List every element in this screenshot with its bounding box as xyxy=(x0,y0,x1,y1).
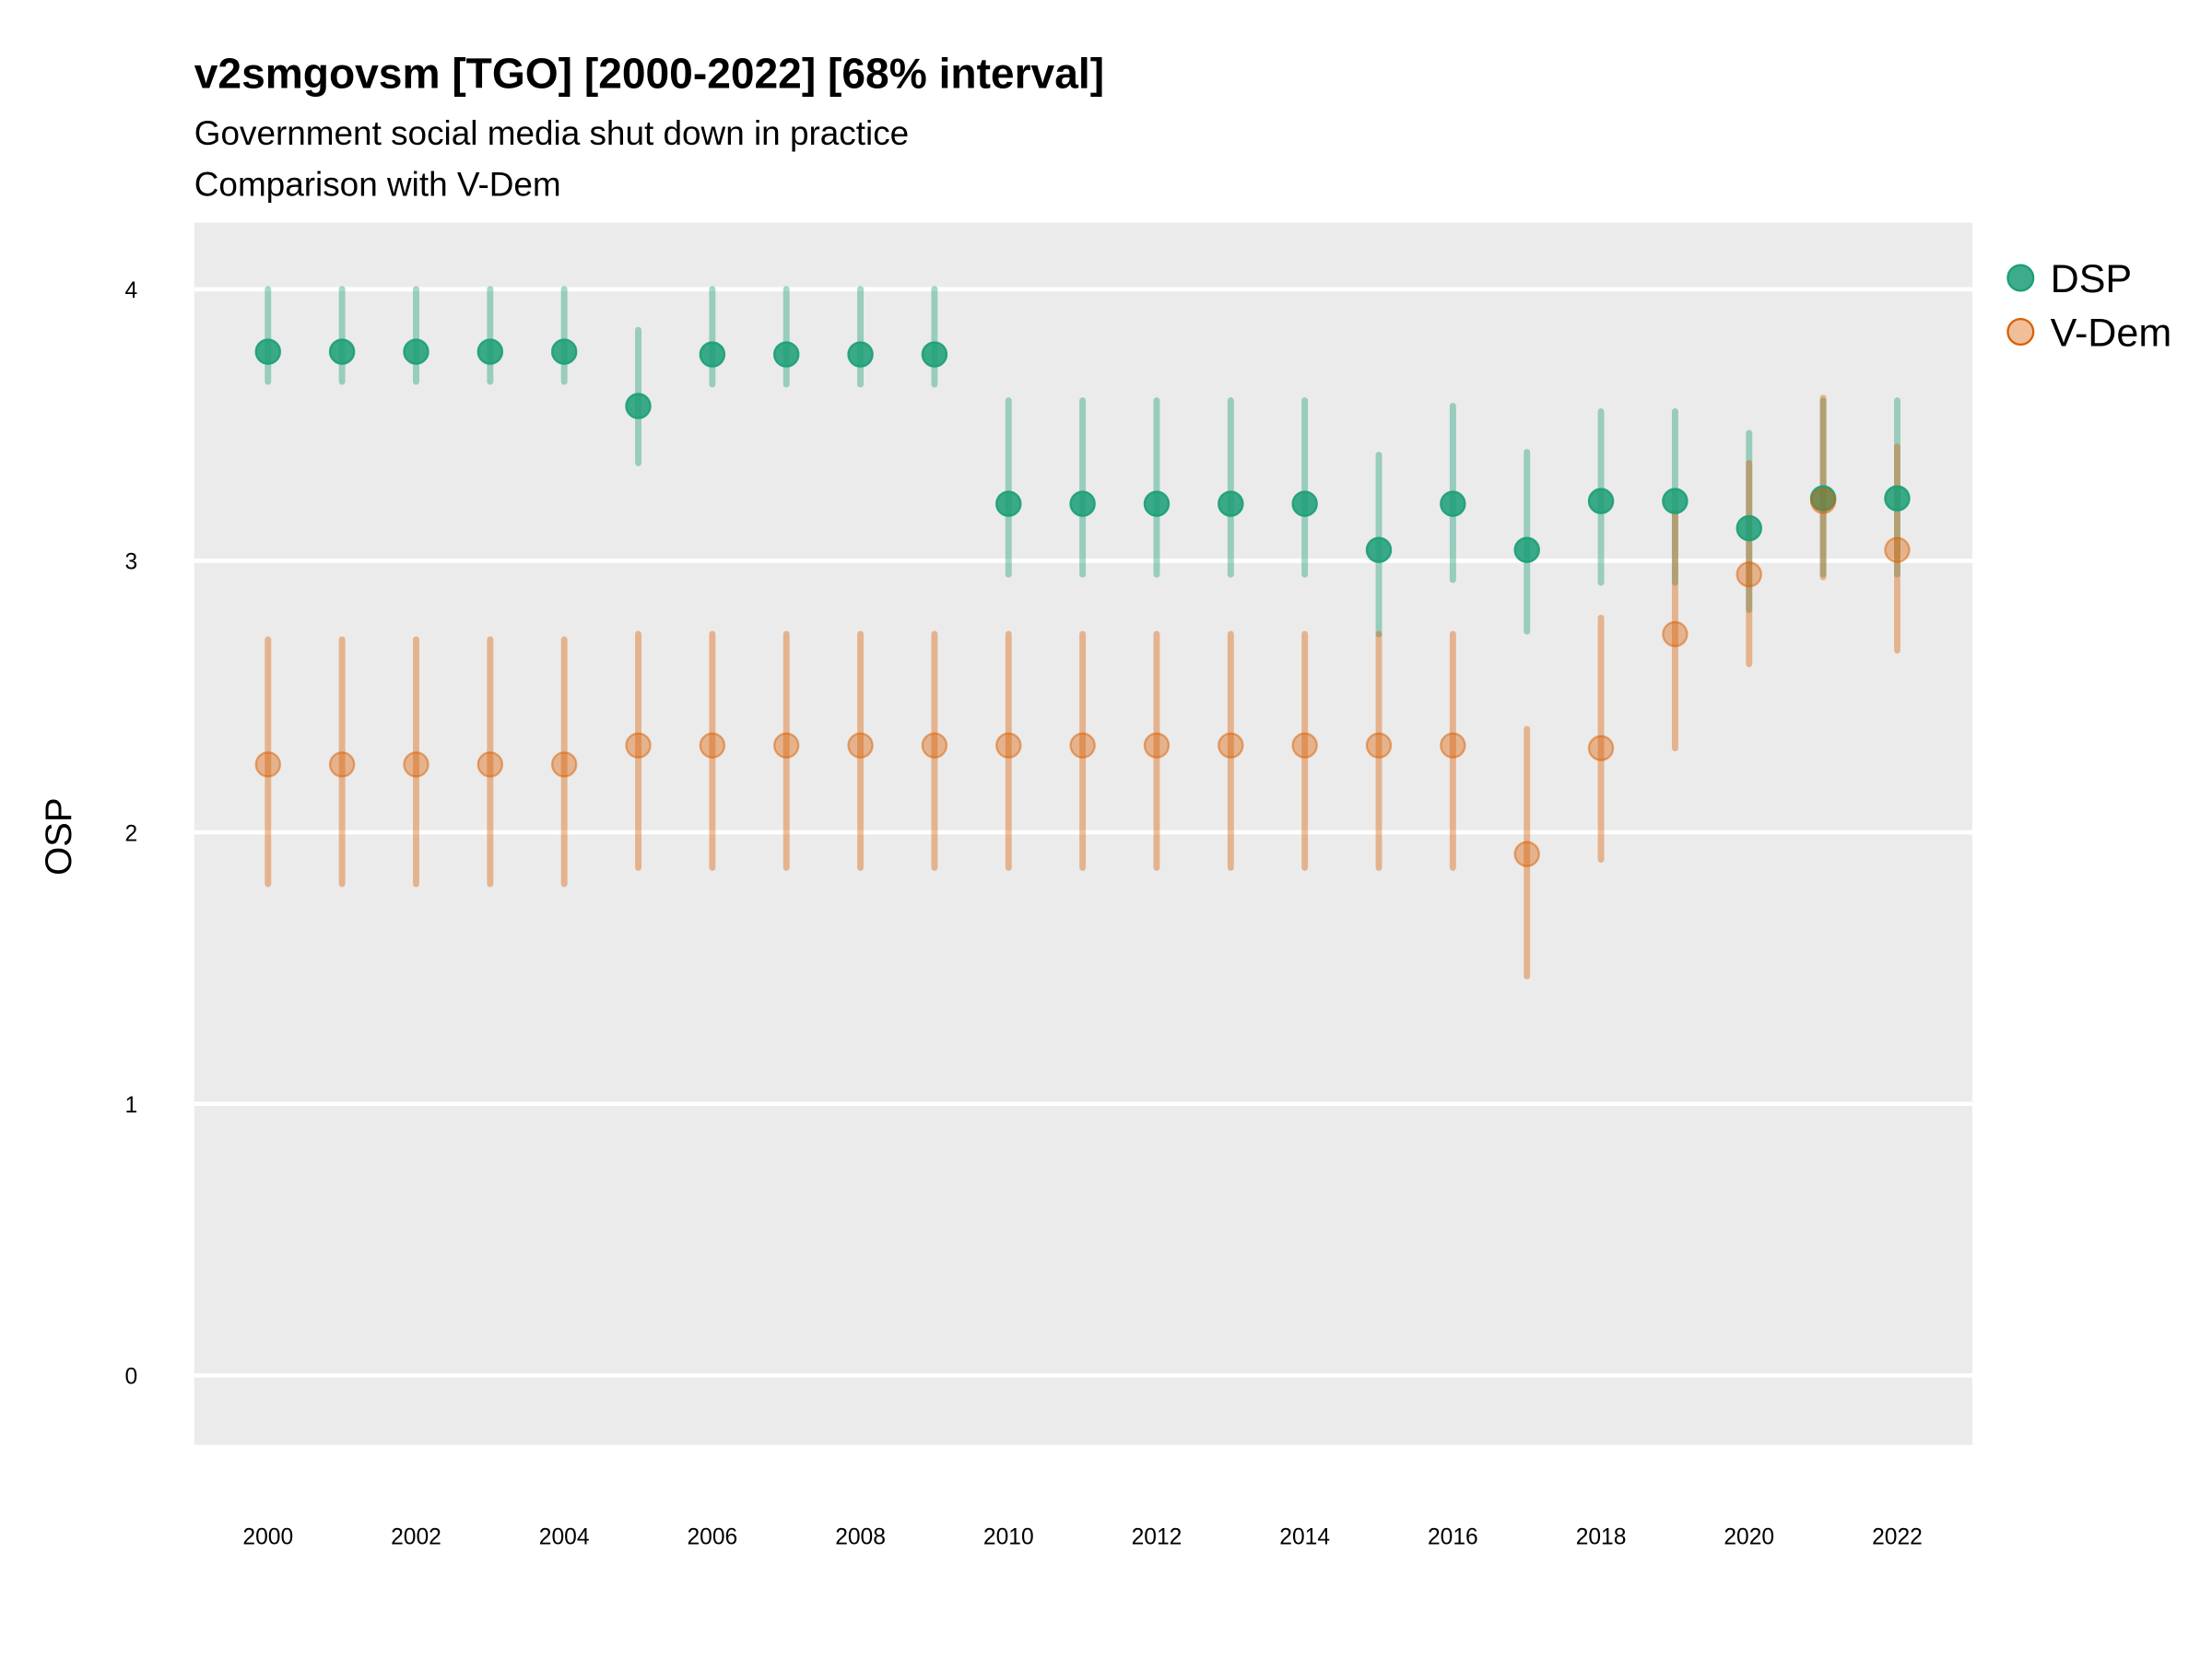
point-v-dem xyxy=(1440,732,1466,759)
point-v-dem xyxy=(1069,732,1096,759)
point-dsp xyxy=(1884,485,1911,512)
point-dsp xyxy=(328,338,356,365)
point-v-dem xyxy=(921,732,948,759)
chart-subtitle: Government social media shut down in pra… xyxy=(194,114,909,152)
point-v-dem xyxy=(328,751,356,778)
point-dsp xyxy=(1365,536,1393,563)
point-v-dem xyxy=(1291,732,1318,759)
x-tick-label: 2010 xyxy=(983,1524,1034,1549)
y-tick-label: 3 xyxy=(125,550,138,575)
point-v-dem xyxy=(1884,536,1911,563)
x-tick-label: 2006 xyxy=(687,1524,737,1549)
point-v-dem xyxy=(1513,841,1540,867)
point-v-dem xyxy=(1809,488,1837,514)
point-v-dem xyxy=(699,732,726,759)
point-dsp xyxy=(1735,514,1762,542)
point-dsp xyxy=(550,338,578,365)
point-dsp xyxy=(921,341,948,368)
point-v-dem xyxy=(403,751,429,778)
point-dsp xyxy=(1662,488,1688,514)
point-dsp xyxy=(1218,490,1244,517)
point-v-dem xyxy=(625,732,652,759)
y-axis-label: OSP xyxy=(39,797,79,875)
point-v-dem xyxy=(550,751,578,778)
x-tick-label: 2018 xyxy=(1576,1524,1627,1549)
point-dsp xyxy=(477,338,504,365)
point-dsp xyxy=(403,338,429,365)
x-tick-label: 2008 xyxy=(835,1524,886,1549)
legend-label-dsp: DSP xyxy=(2051,257,2133,301)
point-v-dem xyxy=(1662,620,1688,648)
point-dsp xyxy=(847,341,874,368)
point-dsp xyxy=(1513,536,1540,563)
legend: DSP V-Dem xyxy=(2006,257,2172,355)
y-tick-label: 4 xyxy=(125,278,138,303)
point-v-dem xyxy=(995,732,1022,759)
point-dsp xyxy=(1143,490,1171,517)
point-v-dem xyxy=(1218,732,1244,759)
legend-key-dsp xyxy=(2006,264,2035,292)
point-dsp xyxy=(625,393,652,419)
point-v-dem xyxy=(847,732,874,759)
x-tick-label: 2002 xyxy=(391,1524,441,1549)
point-dsp xyxy=(1069,490,1096,517)
point-v-dem xyxy=(1143,732,1171,759)
y-tick-label: 1 xyxy=(125,1093,138,1118)
point-dsp xyxy=(995,490,1022,517)
point-v-dem xyxy=(254,751,281,778)
chart-subtitle-2: Comparison with V-Dem xyxy=(194,165,561,203)
y-tick-label: 2 xyxy=(125,821,138,846)
point-dsp xyxy=(254,338,281,365)
x-tick-label: 2012 xyxy=(1132,1524,1182,1549)
x-tick-label: 2022 xyxy=(1872,1524,1923,1549)
point-dsp xyxy=(1440,490,1466,517)
x-tick-label: 2004 xyxy=(539,1524,590,1549)
point-dsp xyxy=(1587,488,1615,514)
x-tick-label: 2014 xyxy=(1279,1524,1330,1549)
x-tick-label: 2016 xyxy=(1428,1524,1478,1549)
point-v-dem xyxy=(477,751,504,778)
legend-key-v-dem xyxy=(2006,318,2035,346)
point-dsp xyxy=(772,341,800,368)
x-tick-label: 2020 xyxy=(1724,1524,1774,1549)
point-dsp xyxy=(699,341,726,368)
point-v-dem xyxy=(1735,560,1762,588)
x-tick-label: 2000 xyxy=(242,1524,293,1549)
point-v-dem xyxy=(772,732,800,759)
point-v-dem xyxy=(1587,735,1615,761)
point-dsp xyxy=(1291,490,1318,517)
y-tick-label: 0 xyxy=(125,1365,138,1390)
point-v-dem xyxy=(1365,732,1393,759)
chart-title: v2smgovsm [TGO] [2000-2022] [68% interva… xyxy=(194,49,1104,97)
legend-label-v-dem: V-Dem xyxy=(2051,311,2172,355)
